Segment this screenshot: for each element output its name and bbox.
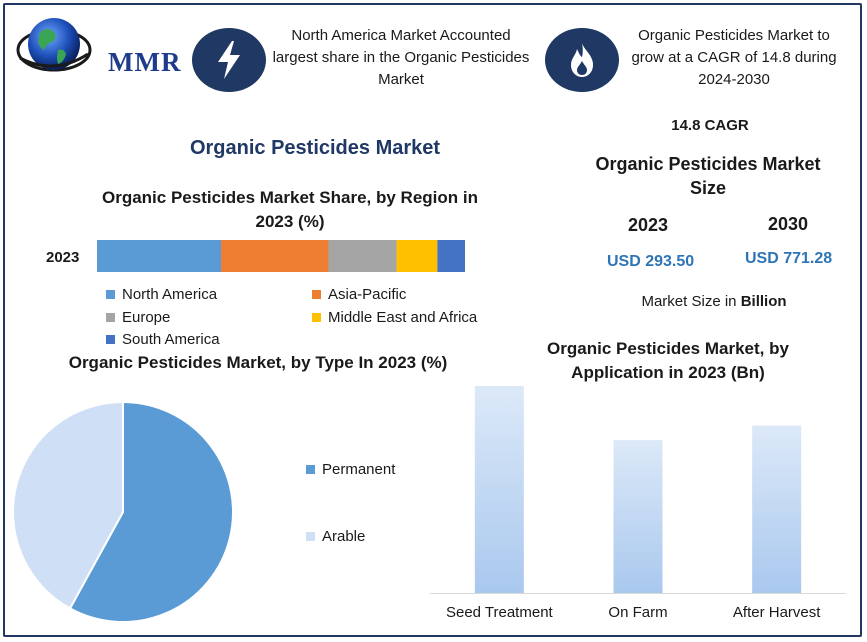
region-legend-item: Middle East and Africa (312, 309, 477, 326)
market-size-year-2023: 2023 (628, 215, 669, 235)
legend-swatch (106, 290, 115, 299)
application-x-labels: Seed Treatment On Farm After Harvest (430, 604, 846, 626)
cagr-label: 14.8 CAGR (671, 117, 749, 134)
region-bar-segment (396, 240, 438, 272)
legend-swatch (106, 335, 115, 344)
application-x-label: After Harvest (732, 604, 821, 621)
lightning-icon (218, 41, 240, 79)
legend-label: Asia-Pacific (328, 286, 407, 303)
legend-label: North America (122, 286, 218, 303)
application-x-label: Seed Treatment (445, 604, 553, 621)
region-chart-title: Organic Pesticides Market Share, by Regi… (101, 188, 478, 231)
region-chart (97, 240, 465, 272)
pie-slice (68, 400, 234, 623)
region-chart-legend: North America Asia-Pacific Europe Middle Ea… (106, 286, 506, 348)
region-bar-segment (221, 240, 329, 272)
region-bar-segment (437, 240, 465, 272)
legend-swatch (312, 290, 321, 299)
legend-swatch (306, 465, 315, 474)
type-chart-title: Organic Pesticides Market, by Type In 20… (68, 353, 448, 372)
market-size-unit: Market Size in Billion (580, 293, 848, 310)
legend-swatch (106, 313, 115, 322)
type-legend-item-arable: Arable (306, 528, 365, 545)
pie-slice (12, 400, 124, 610)
region-bar-segment (328, 240, 397, 272)
market-size-unit-bold: Billion (740, 293, 787, 310)
legend-label: Arable (322, 528, 366, 545)
application-bar (613, 440, 663, 594)
legend-label: Europe (122, 309, 171, 326)
application-chart-title: Organic Pesticides Market, by Applicatio… (547, 339, 789, 382)
legend-swatch (312, 313, 321, 322)
logo: MMR (14, 14, 182, 80)
market-size-title: Organic Pesticides Market Size (595, 154, 821, 198)
market-size-value-2030: USD 771.28 (745, 250, 833, 267)
page-frame (3, 3, 862, 637)
page-title: Organic Pesticides Market (189, 137, 441, 159)
legend-label: South America (122, 331, 220, 348)
type-pie-chart (12, 400, 234, 623)
application-bar (474, 386, 524, 594)
region-legend-item: North America (106, 286, 217, 303)
legend-label: Permanent (322, 461, 396, 478)
flame-icon (571, 43, 593, 77)
region-legend-item: South America (106, 331, 220, 348)
globe-icon (16, 18, 92, 72)
logo-text: MMR (108, 47, 182, 77)
highlight1-badge (192, 28, 266, 92)
market-size-value-2023: USD 293.50 (607, 253, 695, 270)
type-legend-item-permanent: Permanent (306, 461, 395, 478)
region-bar-segment (97, 240, 222, 272)
highlight2-badge (545, 28, 619, 92)
application-bar-chart (430, 386, 846, 594)
application-bar (752, 425, 802, 594)
region-legend-item: Asia-Pacific (312, 286, 406, 303)
legend-label: Middle East and Africa (328, 309, 478, 326)
market-size-year-2030: 2030 (768, 214, 809, 234)
region-chart-category-label: 2023 (46, 249, 80, 266)
highlight2-text: Organic Pesticides Market to grow at a C… (631, 27, 837, 88)
market-size-unit-prefix: Market Size in (641, 293, 737, 310)
application-x-label: On Farm (608, 604, 668, 621)
highlight1-text: North America Market Accounted largest s… (272, 27, 530, 88)
legend-swatch (306, 532, 315, 541)
region-legend-item: Europe (106, 309, 170, 326)
